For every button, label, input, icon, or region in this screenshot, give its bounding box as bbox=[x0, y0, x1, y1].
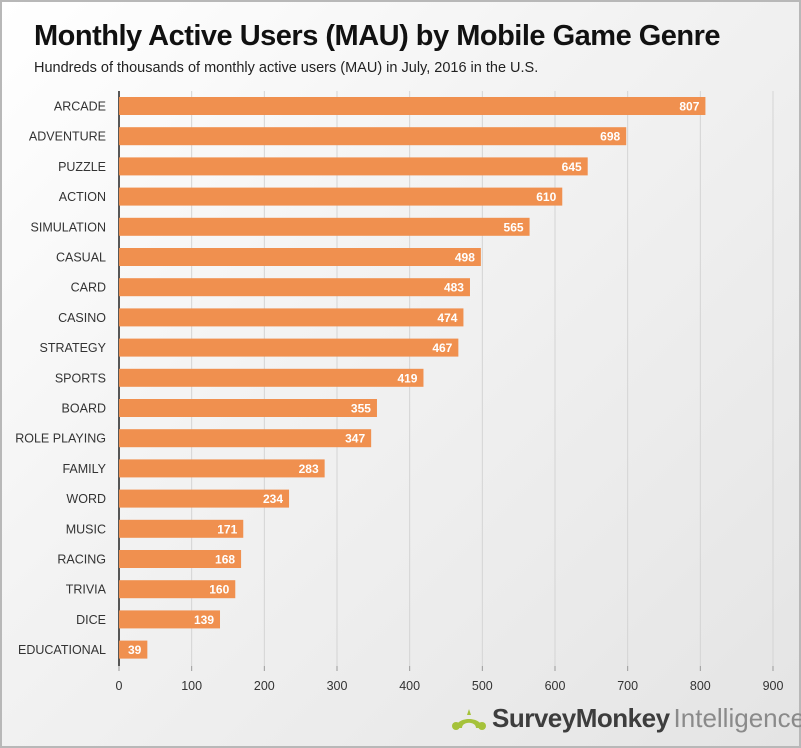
category-label: ADVENTURE bbox=[29, 130, 106, 144]
brand-name: SurveyMonkey bbox=[492, 703, 670, 733]
data-label: 474 bbox=[437, 311, 457, 325]
bar bbox=[119, 338, 459, 357]
data-label: 610 bbox=[536, 190, 556, 204]
bar bbox=[119, 308, 464, 327]
data-label: 283 bbox=[299, 462, 319, 476]
category-label: BOARD bbox=[62, 402, 106, 416]
bar bbox=[119, 187, 563, 206]
data-label: 419 bbox=[397, 371, 417, 385]
category-label: MUSIC bbox=[66, 522, 106, 536]
x-tick-label: 400 bbox=[399, 679, 420, 693]
bar bbox=[119, 610, 221, 629]
x-tick-label: 500 bbox=[472, 679, 493, 693]
category-label: FAMILY bbox=[62, 462, 106, 476]
bar bbox=[119, 640, 148, 659]
x-tick-label: 900 bbox=[763, 679, 784, 693]
monkey-logo-icon bbox=[452, 708, 486, 730]
bar bbox=[119, 97, 706, 115]
category-label: DICE bbox=[76, 613, 106, 627]
bar bbox=[119, 248, 481, 266]
data-label: 467 bbox=[432, 341, 452, 355]
data-label: 168 bbox=[215, 553, 235, 567]
data-label: 565 bbox=[504, 220, 524, 234]
bar bbox=[119, 459, 325, 478]
data-label: 807 bbox=[679, 100, 699, 114]
category-label: WORD bbox=[66, 492, 106, 506]
chart-subtitle: Hundreds of thousands of monthly active … bbox=[34, 60, 539, 76]
data-label: 355 bbox=[351, 402, 371, 416]
category-label: ROLE PLAYING bbox=[15, 432, 106, 446]
category-label: SIMULATION bbox=[31, 220, 106, 234]
x-tick-label: 0 bbox=[116, 679, 123, 693]
category-label: CASINO bbox=[58, 311, 106, 325]
x-tick-label: 100 bbox=[181, 679, 202, 693]
x-tick-label: 800 bbox=[690, 679, 711, 693]
category-label: CARD bbox=[71, 281, 106, 295]
bar bbox=[119, 157, 588, 176]
chart-title: Monthly Active Users (MAU) by Mobile Gam… bbox=[34, 20, 721, 52]
bar bbox=[119, 489, 290, 508]
bar bbox=[119, 368, 424, 387]
bar bbox=[119, 429, 372, 448]
data-label: 139 bbox=[194, 613, 214, 627]
data-label: 234 bbox=[263, 492, 283, 506]
data-label: 347 bbox=[345, 432, 365, 446]
bar bbox=[119, 127, 627, 146]
bar bbox=[119, 278, 470, 297]
category-label: RACING bbox=[57, 553, 106, 567]
category-label: ACTION bbox=[59, 190, 106, 204]
x-tick-label: 300 bbox=[327, 679, 348, 693]
data-label: 645 bbox=[562, 160, 582, 174]
data-label: 483 bbox=[444, 281, 464, 295]
category-label: EDUCATIONAL bbox=[18, 643, 106, 657]
bar bbox=[119, 519, 244, 538]
category-label: TRIVIA bbox=[66, 583, 107, 597]
data-label: 39 bbox=[128, 643, 142, 657]
x-tick-label: 600 bbox=[545, 679, 566, 693]
data-label: 698 bbox=[600, 130, 620, 144]
data-label: 171 bbox=[217, 522, 237, 536]
x-tick-label: 700 bbox=[617, 679, 638, 693]
category-label: CASUAL bbox=[56, 251, 106, 265]
data-label: 160 bbox=[209, 583, 229, 597]
category-label: STRATEGY bbox=[40, 341, 107, 355]
category-label: PUZZLE bbox=[58, 160, 106, 174]
bar bbox=[119, 399, 377, 417]
bar bbox=[119, 580, 236, 599]
data-label: 498 bbox=[455, 251, 475, 265]
bar bbox=[119, 217, 530, 236]
bar bbox=[119, 550, 242, 568]
category-label: SPORTS bbox=[55, 371, 106, 385]
brand-product: Intelligence bbox=[673, 703, 801, 733]
surveymonkey-logo: SurveyMonkey Intelligence bbox=[452, 703, 801, 734]
x-tick-label: 200 bbox=[254, 679, 275, 693]
category-label: ARCADE bbox=[54, 100, 106, 114]
